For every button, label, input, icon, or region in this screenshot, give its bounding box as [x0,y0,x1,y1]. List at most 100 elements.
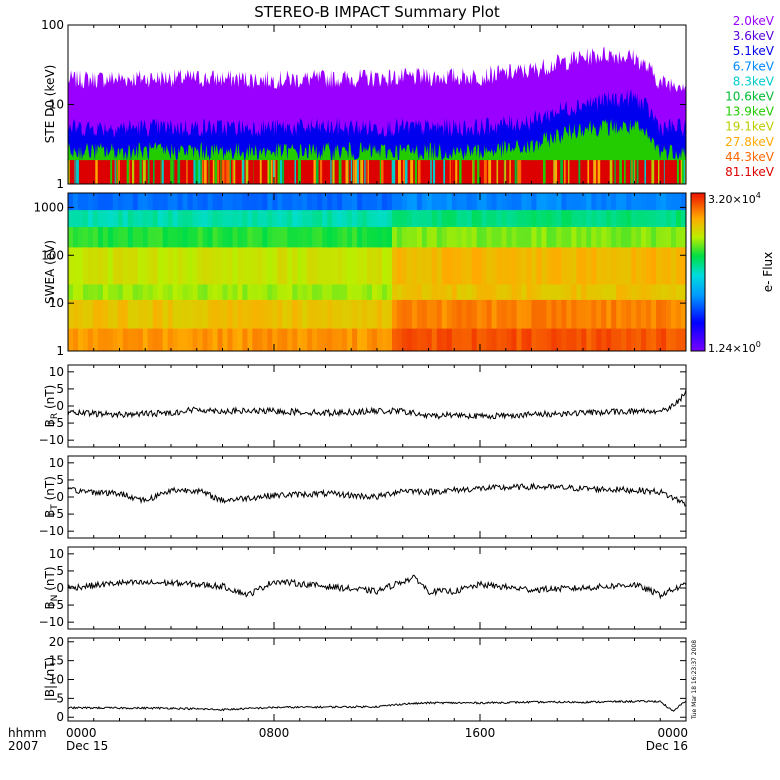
swea-cell [521,284,528,300]
swea-cell [257,193,263,211]
swea-cell [212,193,219,211]
ste-stripe [414,160,418,184]
swea-cell [436,246,443,285]
swea-cell [262,246,268,285]
swea-cell [187,284,194,300]
bmag-line [68,699,686,712]
swea-cell [461,226,468,248]
ste-stripe [139,160,142,184]
swea-cell [122,226,129,248]
swea-cell [546,328,553,351]
swea-cell [127,246,134,285]
swea-cell [332,299,338,329]
swea-cell [212,328,219,351]
swea-cell [496,328,503,351]
swea-cell [362,209,368,227]
swea-cell [92,284,99,300]
swea-cell [382,226,388,248]
swea-cell [73,209,79,227]
swea-cell [187,226,194,248]
swea-cell [506,226,513,248]
swea-cell [456,328,463,351]
ste-stripe [74,160,76,184]
y-tick-label: 0 [56,581,64,595]
swea-cell [616,193,622,211]
ste-stripe [560,160,563,184]
swea-cell [656,209,662,227]
swea-cell [681,328,686,351]
ste-stripe [501,160,504,184]
swea-cell [601,328,607,351]
swea-cell [107,246,114,285]
swea-cell [546,246,553,285]
swea-cell [182,246,189,285]
swea-cell [97,328,104,351]
swea-cell [182,226,189,248]
swea-cell [661,299,667,329]
swea-cell [681,209,686,227]
swea-cell [661,209,667,227]
swea-cell [466,209,473,227]
swea-cell [312,246,318,285]
swea-cell [676,226,682,248]
swea-cell [142,209,149,227]
swea-cell [147,193,154,211]
swea-cell [287,193,293,211]
swea-cell [426,284,433,300]
swea-cell [491,246,498,285]
legend-entry-19.1keV: 19.1keV [725,120,775,134]
ste-stripe [142,160,146,184]
swea-cell [481,284,488,300]
x-tick-date: Dec 15 [66,739,108,753]
swea-cell [516,284,523,300]
swea-cell [466,299,473,329]
swea-cell [192,246,199,285]
swea-cell [471,246,478,285]
swea-cell [217,299,224,329]
swea-cell [367,299,373,329]
swea-cell [446,299,453,329]
swea-cell [112,246,119,285]
swea-cell [68,284,74,300]
swea-cell [641,284,647,300]
swea-cell [83,209,89,227]
ste-stripe [310,160,313,184]
swea-cell [277,193,283,211]
swea-cell [137,209,144,227]
swea-cell [606,246,612,285]
y-tick-label: 10 [49,296,64,310]
ste-stripe [393,160,396,184]
swea-cell [596,226,602,248]
swea-cell [227,328,234,351]
swea-cell [78,226,84,248]
swea-cell [272,226,278,248]
swea-cell [78,246,84,285]
ste-stripe [259,160,262,184]
swea-cell [411,299,418,329]
ste-stripe [430,160,432,184]
swea-cell [337,226,343,248]
swea-cell [172,193,179,211]
swea-cell [68,193,74,211]
swea-cell [147,209,154,227]
swea-cell [496,284,503,300]
swea-cell [401,226,408,248]
swea-cell [252,299,258,329]
swea-cell [641,209,647,227]
ste-stripe [543,160,546,184]
swea-cell [287,299,293,329]
swea-cell [626,328,632,351]
ste-stripe [200,160,202,184]
swea-cell [591,246,597,285]
swea-cell [352,193,358,211]
swea-cell [307,328,313,351]
swea-cell [531,226,538,248]
swea-cell [601,209,607,227]
swea-cell [357,246,363,285]
swea-cell [631,284,637,300]
ste-stripe [173,160,175,184]
swea-cell [132,246,139,285]
swea-cell [481,299,488,329]
swea-cell [342,284,348,300]
swea-cell [392,193,398,211]
